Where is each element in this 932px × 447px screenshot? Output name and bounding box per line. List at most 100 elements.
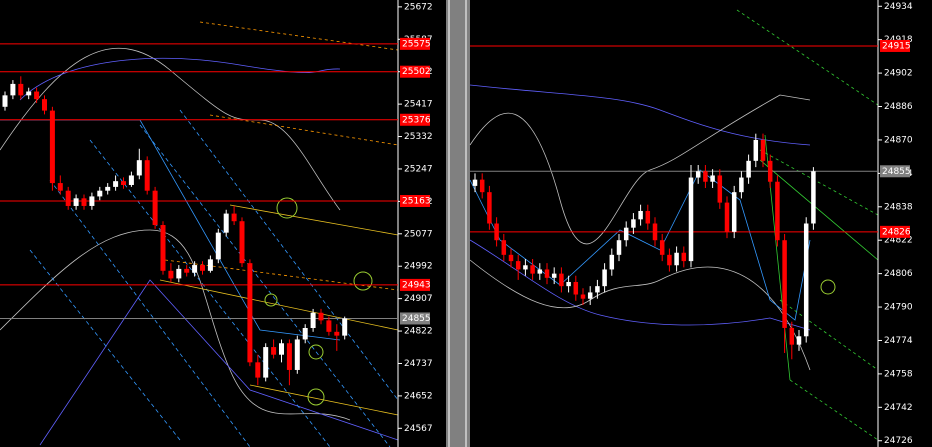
candle-body [494,223,499,241]
marker-circle [820,279,836,295]
candle-body [811,171,816,224]
candle-body [623,227,629,241]
candle-body [247,263,253,363]
price-level-box [400,312,430,325]
candle-body [81,198,87,206]
candle-body [501,240,507,255]
marker-circle [308,344,324,360]
candle-body [739,177,744,193]
price-level-label: 25163 [402,196,431,206]
candle-body [200,265,205,271]
candle-body [207,259,213,271]
candle-body [659,240,665,255]
candle-body [168,270,174,279]
candle-body [302,328,308,340]
y-tick-label: 25077 [404,229,433,239]
candle-body [551,273,557,278]
marker-circle [307,388,325,406]
candle-body [638,210,643,220]
candle-body [263,347,269,378]
price-level-box [880,165,910,178]
candle-body [587,292,593,299]
candle-body [223,213,229,233]
price-level-box [400,278,430,291]
y-tick-label: 25332 [404,132,433,142]
candle-body [566,281,571,287]
candle-body [57,183,63,191]
candle-body [688,177,694,262]
candle-body [695,171,701,178]
candle-body [105,186,111,191]
candle-body [97,190,103,197]
candle-body [192,265,198,273]
candle-body [65,190,71,206]
price-level-label: 24943 [402,280,431,290]
candle-body [160,225,166,271]
price-level-label: 25376 [402,115,431,125]
y-tick-label: 24907 [404,294,433,304]
candle-body [681,252,687,262]
candle-body [580,294,586,299]
candle-body [487,192,492,224]
candle-body [34,91,40,100]
candle-body [215,232,221,260]
candle-body [73,198,79,206]
y-tick-label: 24737 [404,359,433,369]
y-tick-label: 24886 [884,102,913,112]
candle-body [595,286,600,293]
candle-body [26,91,32,96]
price-level-label: 25575 [402,39,431,49]
candle-body [652,223,658,241]
candle-body [717,175,723,203]
moving-average [19,58,341,101]
candle-body [144,160,150,191]
price-level-box [400,37,430,50]
y-tick-label: 24934 [884,2,913,12]
candle-body [176,268,182,279]
candle-body [113,181,119,187]
candle-body [746,160,751,178]
candle-body [152,190,158,226]
candle-body [775,181,780,241]
candle-body [631,219,636,228]
y-tick-label: 24774 [884,336,913,346]
candle-body [128,175,134,185]
price-level-label: 24826 [882,227,911,237]
candle-body [703,171,708,182]
candle-body [523,265,528,270]
marker-circle [353,271,373,291]
price-level-box [880,39,910,52]
channel-line [736,9,879,441]
price-level-label: 24855 [882,167,911,177]
candle-body [136,160,142,176]
candle-body [318,312,324,321]
candle-body [731,192,737,232]
y-tick-label: 24838 [884,202,913,212]
bollinger-upper [469,94,811,245]
candle-body [616,240,622,255]
price-level-box [400,65,430,78]
candle-body [255,362,261,378]
candle-body [753,139,759,161]
y-tick-label: 24726 [884,436,913,446]
candle-body [472,179,478,186]
y-tick-label: 24822 [884,236,913,246]
moving-average [39,279,399,446]
y-tick-label: 24758 [884,369,913,379]
candle-body [184,268,190,273]
y-tick-label: 24902 [884,69,913,79]
candle-body [530,265,535,274]
candle-body [667,254,672,266]
bollinger-upper [0,47,341,211]
candle-body [782,240,787,328]
candle-body [286,343,292,370]
candle-body [803,223,809,337]
candle-body [609,254,615,270]
price-level-box [400,113,430,126]
candle-body [515,261,521,270]
y-tick-label: 24652 [404,391,433,401]
bollinger-lower [0,229,351,421]
candle-body [279,343,284,355]
candle-body [479,179,485,193]
trend-line [159,204,399,416]
